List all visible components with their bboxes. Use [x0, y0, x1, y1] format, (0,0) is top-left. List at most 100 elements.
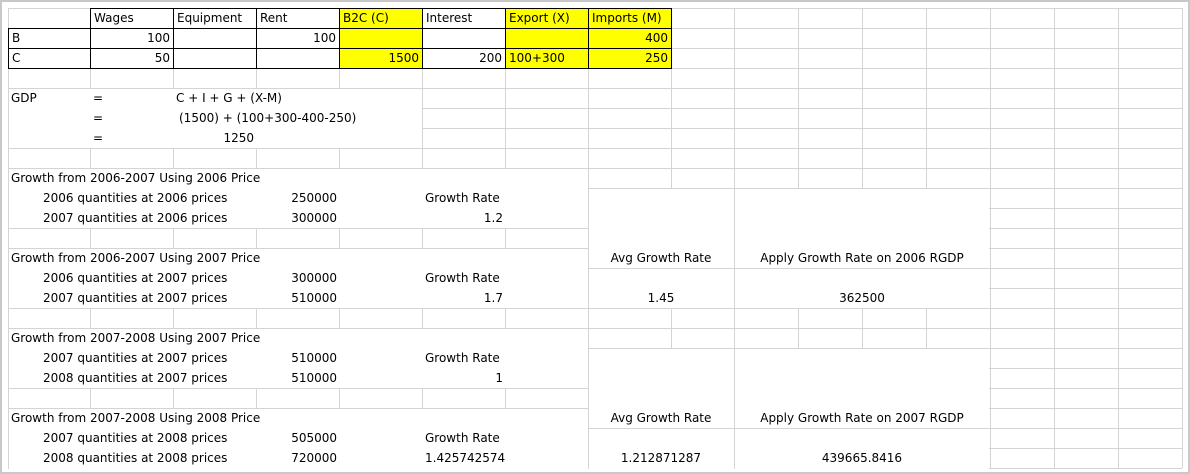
row-b-interest[interactable] [422, 28, 506, 49]
summary-2-avg-label[interactable]: Avg Growth Rate [610, 411, 712, 425]
section-2-growth-label[interactable]: Growth Rate [425, 271, 500, 285]
header-wages[interactable]: Wages [90, 8, 174, 29]
section-1-row-2-label[interactable]: 2007 quantities at 2006 prices [43, 211, 228, 225]
summary-1-apply-value[interactable]: 362500 [839, 291, 885, 305]
section-2-title[interactable]: Growth from 2006-2007 Using 2007 Price [11, 251, 261, 265]
grid-line [734, 349, 735, 469]
section-1-row-1-label[interactable]: 2006 quantities at 2006 prices [43, 191, 228, 205]
row-b-label[interactable]: B [8, 28, 91, 49]
section-3-row-1-label[interactable]: 2007 quantities at 2007 prices [43, 351, 228, 365]
section-4-row-1-value[interactable]: 505000 [291, 431, 337, 445]
grid-line [1118, 8, 1119, 468]
section-4-growth-value[interactable]: 1.425742574 [425, 451, 506, 465]
section-4-title[interactable]: Growth from 2007-2008 Using 2008 Price [11, 411, 261, 425]
header-interest[interactable]: Interest [422, 8, 506, 29]
section-2-row-1-value[interactable]: 300000 [291, 271, 337, 285]
section-1-growth-value[interactable]: 1.2 [483, 211, 503, 225]
grid-line [589, 268, 989, 269]
section-3-block [9, 329, 588, 388]
grid-line [1054, 8, 1055, 468]
summary-1-avg-value[interactable]: 1.45 [647, 291, 675, 305]
summary-2-apply-label[interactable]: Apply Growth Rate on 2007 RGDP [760, 411, 964, 425]
section-2-row-1-label[interactable]: 2006 quantities at 2007 prices [43, 271, 228, 285]
section-3-row-2-label[interactable]: 2008 quantities at 2007 prices [43, 371, 228, 385]
section-1-title[interactable]: Growth from 2006-2007 Using 2006 Price [11, 171, 261, 185]
header-b2c[interactable]: B2C (C) [339, 8, 423, 29]
section-4-row-2-value[interactable]: 720000 [291, 451, 337, 465]
section-1-block [9, 169, 588, 228]
row-c-interest[interactable]: 200 [422, 48, 506, 69]
section-4-block [9, 409, 588, 469]
row-b-wages[interactable]: 100 [90, 28, 174, 49]
section-3-title[interactable]: Growth from 2007-2008 Using 2007 Price [11, 331, 261, 345]
section-3-row-1-value[interactable]: 510000 [291, 351, 337, 365]
row-b-rent[interactable]: 100 [256, 28, 340, 49]
section-2-row-2-value[interactable]: 510000 [291, 291, 337, 305]
grid-line [8, 308, 1182, 309]
gdp-block [9, 89, 422, 148]
grid-line [8, 328, 1182, 329]
gdp-label[interactable]: GDP [11, 91, 37, 105]
section-2-block [9, 249, 588, 308]
section-3-row-2-value[interactable]: 510000 [291, 371, 337, 385]
header-export[interactable]: Export (X) [505, 8, 589, 29]
row-c-export[interactable]: 100+300 [505, 48, 589, 69]
summary-block-1 [589, 189, 989, 308]
header-imports[interactable]: Imports (M) [588, 8, 672, 29]
grid-line [734, 189, 735, 308]
summary-2-apply-value[interactable]: 439665.8416 [821, 451, 903, 465]
row-c-b2c[interactable]: 1500 [339, 48, 423, 69]
row-c-label[interactable]: C [8, 48, 91, 69]
grid-line [588, 8, 589, 468]
gdp-formula[interactable]: C + I + G + (X-M) [176, 91, 282, 105]
section-3-growth-label[interactable]: Growth Rate [425, 351, 500, 365]
section-4-row-1-label[interactable]: 2007 quantities at 2008 prices [43, 431, 228, 445]
grid-line [339, 8, 340, 468]
grid-line [90, 8, 91, 468]
row-c-imports[interactable]: 250 [588, 48, 672, 69]
row-c-rent[interactable] [256, 48, 340, 69]
summary-2-avg-value[interactable]: 1.212871287 [620, 451, 702, 465]
section-3-growth-value[interactable]: 1 [495, 371, 503, 385]
section-4-growth-label[interactable]: Growth Rate [425, 431, 500, 445]
section-1-growth-label[interactable]: Growth Rate [425, 191, 500, 205]
summary-block-2 [589, 349, 989, 469]
grid-line [422, 8, 423, 468]
grid-line [8, 188, 1182, 189]
grid-line [990, 8, 991, 468]
grid-line [589, 428, 989, 429]
row-b-imports[interactable]: 400 [588, 28, 672, 49]
grid-line [8, 108, 1182, 109]
row-b-b2c[interactable] [339, 28, 423, 49]
section-4-row-2-label[interactable]: 2008 quantities at 2008 prices [43, 451, 228, 465]
header-equipment[interactable]: Equipment [173, 8, 257, 29]
grid-line [1182, 8, 1183, 468]
header-rent[interactable]: Rent [256, 8, 340, 29]
grid-line [256, 8, 257, 468]
summary-1-avg-label[interactable]: Avg Growth Rate [610, 251, 712, 265]
gdp-eq-3[interactable]: = [93, 131, 104, 145]
grid-line [173, 8, 174, 468]
grid-line [8, 148, 1182, 149]
grid-line [8, 168, 1182, 169]
section-1-row-2-value[interactable]: 300000 [291, 211, 337, 225]
row-c-equipment[interactable] [173, 48, 257, 69]
grid-line [505, 8, 506, 468]
grid-line [8, 128, 1182, 129]
section-1-row-1-value[interactable]: 250000 [291, 191, 337, 205]
gdp-eq-1[interactable]: = [93, 91, 104, 105]
grid-line [8, 348, 1182, 349]
section-2-row-2-label[interactable]: 2007 quantities at 2007 prices [43, 291, 228, 305]
row-c-wages[interactable]: 50 [90, 48, 174, 69]
gdp-eq-2[interactable]: = [93, 111, 104, 125]
grid-line [8, 88, 1182, 89]
row-b-equipment[interactable] [173, 28, 257, 49]
gdp-result[interactable]: 1250 [223, 131, 254, 145]
grid-line [8, 8, 9, 468]
section-2-growth-value[interactable]: 1.7 [483, 291, 503, 305]
summary-1-apply-label[interactable]: Apply Growth Rate on 2006 RGDP [760, 251, 964, 265]
gdp-expanded[interactable]: (1500) + (100+300-400-250) [179, 111, 357, 125]
row-b-export[interactable] [505, 28, 589, 49]
